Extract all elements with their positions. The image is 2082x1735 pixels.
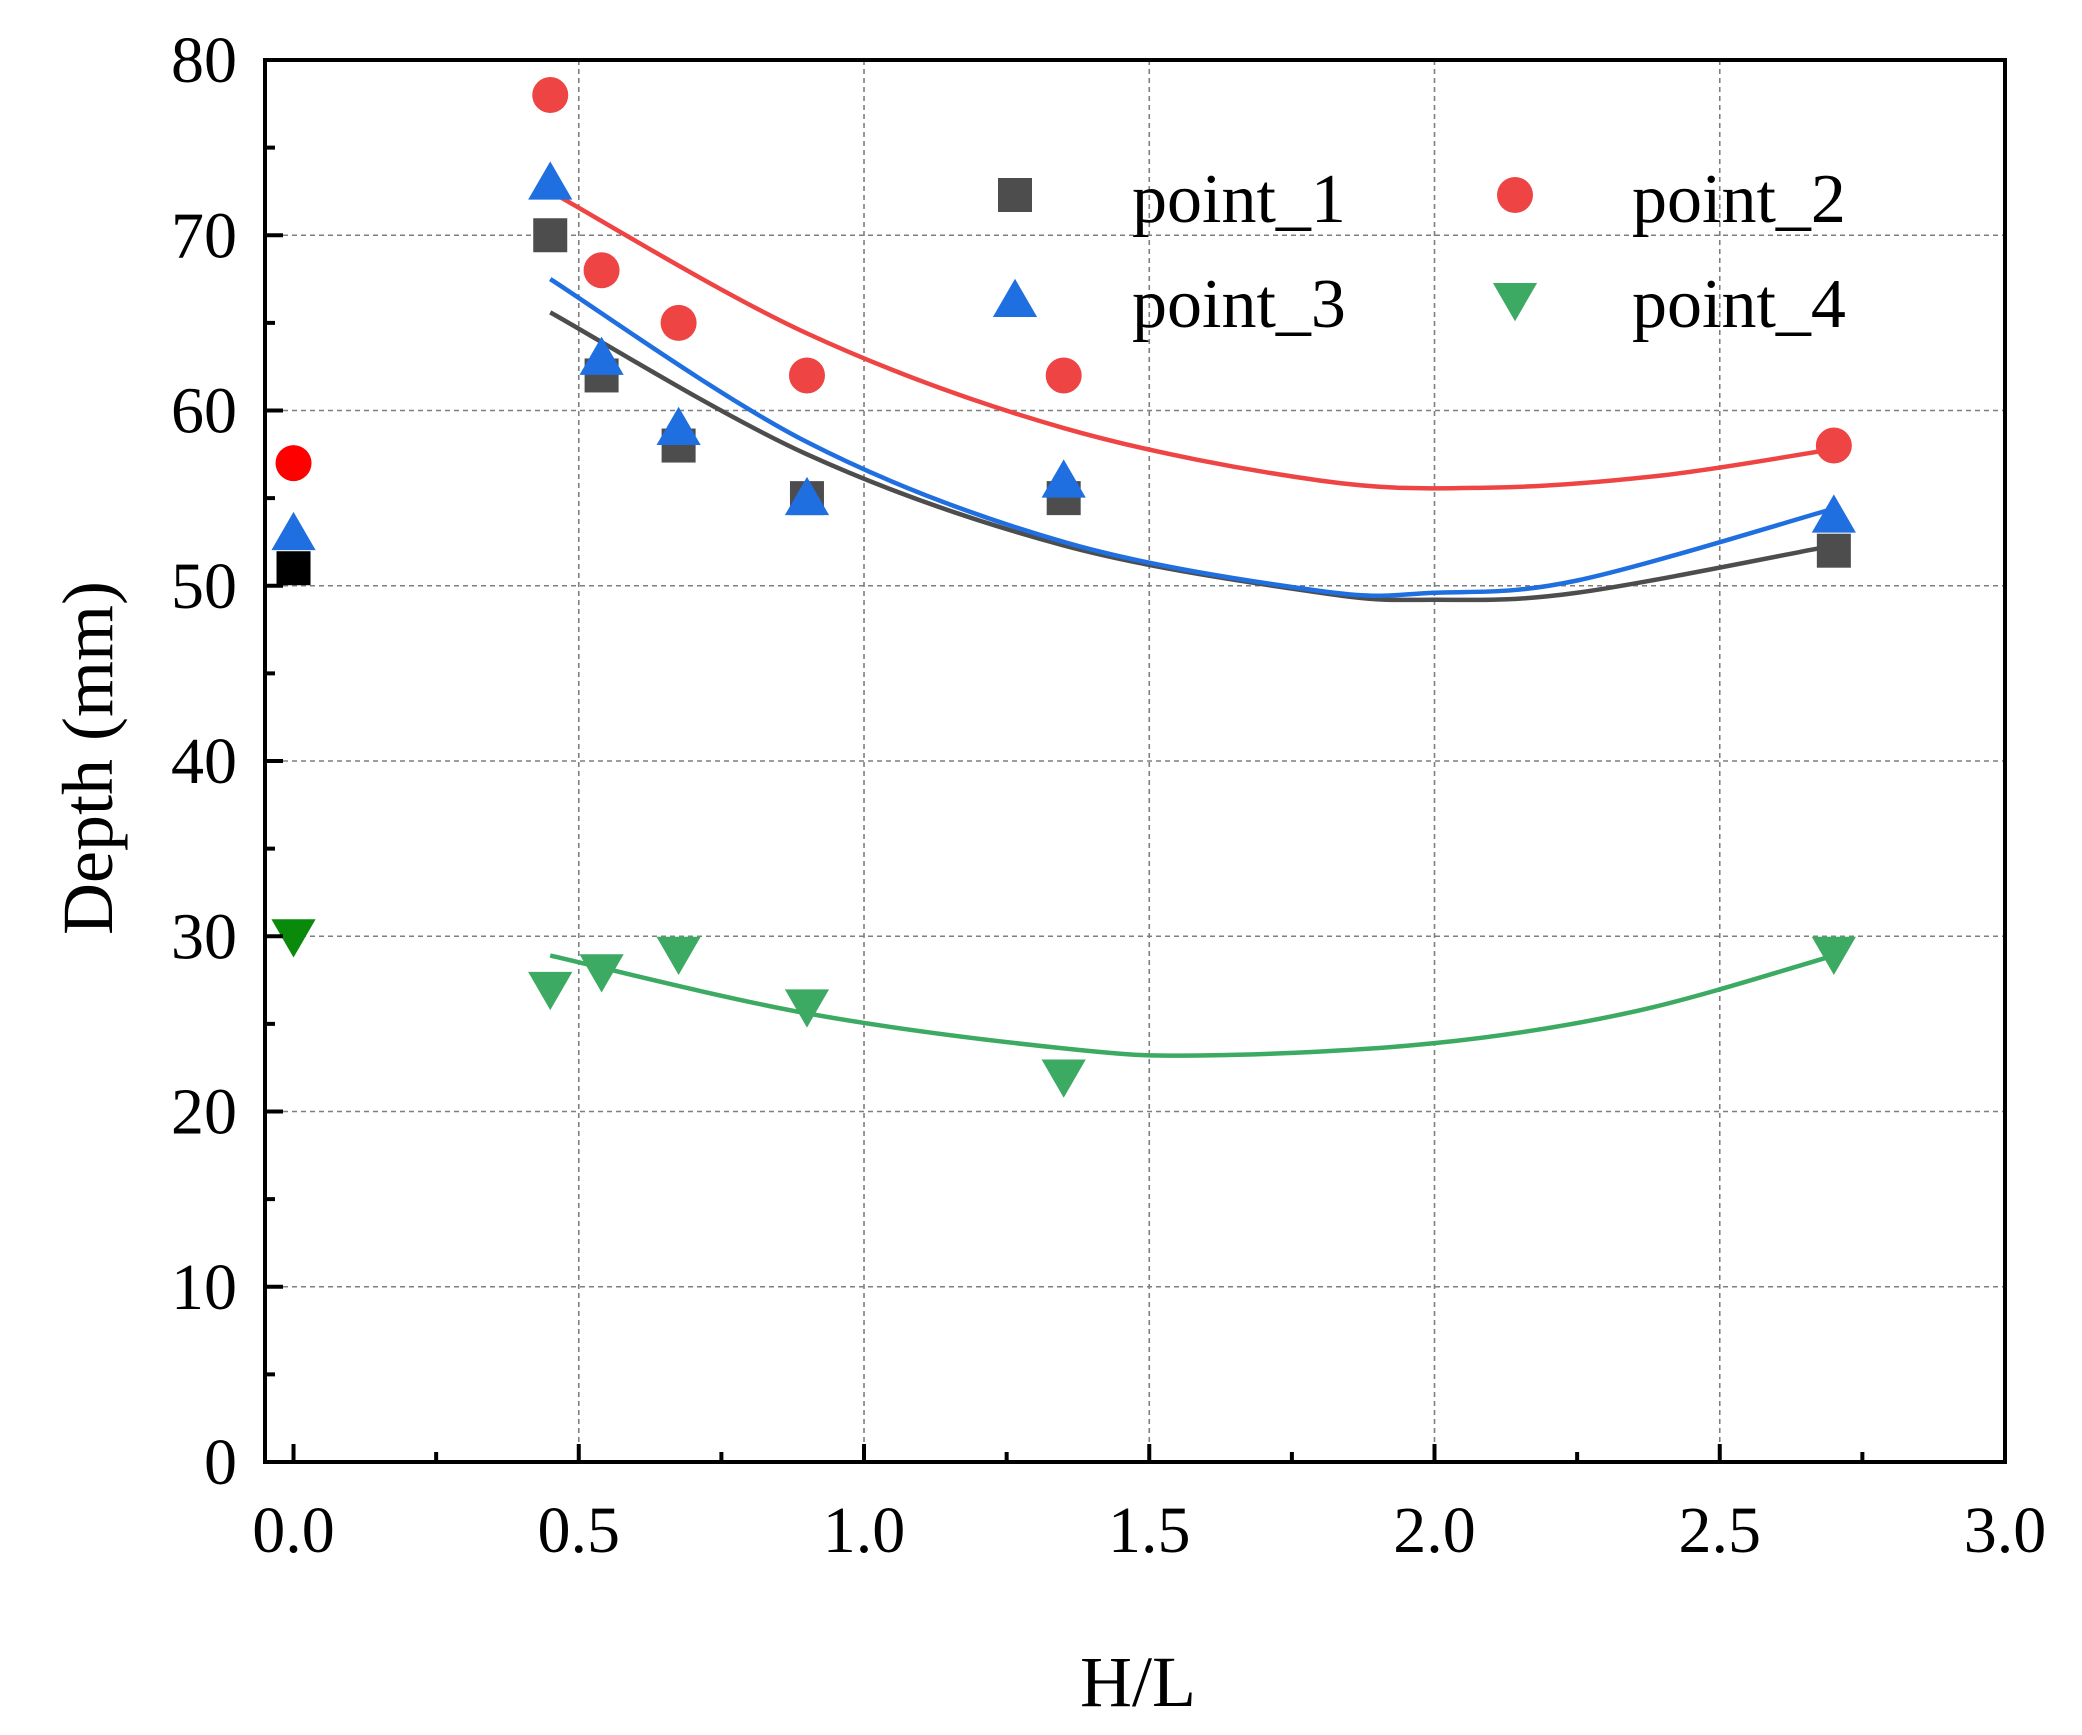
point_4-data-point	[1811, 936, 1856, 976]
x-tick-label: 2.0	[1393, 1494, 1476, 1567]
legend-marker-point_1	[998, 178, 1032, 212]
y-tick-label: 50	[171, 550, 237, 623]
legend-marker-point_2	[1497, 177, 1533, 213]
x-tick-label: 3.0	[1964, 1494, 2047, 1567]
y-tick-label: 10	[171, 1251, 237, 1324]
point_4-data-point	[528, 971, 573, 1011]
point_4-data-point	[656, 936, 701, 976]
x-tick-label: 0.0	[252, 1494, 335, 1567]
point_3-data-point	[1041, 459, 1086, 498]
legend-label-point_3: point_3	[1132, 266, 1346, 343]
x-tick-label: 1.5	[1108, 1494, 1191, 1567]
x-axis-title: H/L	[1080, 1642, 1196, 1722]
point_1-data-point	[276, 551, 311, 586]
y-tick-label: 70	[171, 199, 237, 272]
point_2-data-point	[275, 445, 312, 482]
legend-label-point_1: point_1	[1132, 161, 1346, 238]
point_2-data-point	[1045, 357, 1082, 394]
point_2-data-point	[788, 357, 825, 394]
y-tick-label: 30	[171, 900, 237, 973]
point_2-fit-curve	[549, 189, 1835, 491]
y-tick-label: 40	[171, 725, 237, 798]
point_2-data-point	[1815, 427, 1852, 464]
x-tick-label: 2.5	[1679, 1494, 1762, 1567]
point_3-data-point	[1811, 494, 1856, 533]
x-tick-label: 0.5	[538, 1494, 621, 1567]
fit-curves	[549, 189, 1835, 1058]
axes: 0.0 0.5 1.0 1.5 2.0 2.5 3.0 0 10 20 30 40 50 60 70 80	[171, 24, 2046, 1567]
point_4-data-point	[271, 919, 316, 958]
plot-frame	[263, 58, 2007, 1464]
y-axis-title: Depth (mm)	[48, 581, 128, 935]
legend-marker-point_3	[992, 278, 1038, 317]
point_3-fit-curve	[549, 277, 1835, 599]
point_1-data-point	[1816, 533, 1851, 568]
point_3-data-point	[656, 406, 701, 446]
point_2-data-point	[532, 77, 569, 114]
y-tick-label: 0	[204, 1426, 237, 1499]
x-tick-label: 1.0	[823, 1494, 906, 1567]
point_3-data-point	[271, 511, 316, 551]
point_3-data-point	[579, 336, 624, 375]
y-tick-label: 80	[171, 24, 237, 97]
legend: point_1 point_2 point_3 point_4	[992, 161, 1846, 343]
point_3-data-point	[528, 161, 573, 200]
point_3-data-point	[784, 476, 830, 516]
point_2-data-point	[583, 252, 620, 289]
point_1-data-point	[533, 218, 568, 253]
point_4-data-point	[784, 989, 830, 1028]
point_2-data-point	[660, 304, 697, 341]
y-tick-label: 20	[171, 1076, 237, 1149]
data-points	[271, 77, 1856, 1098]
legend-label-point_2: point_2	[1632, 161, 1846, 238]
point_4-fit-curve	[549, 953, 1835, 1058]
y-tick-label: 60	[171, 375, 237, 448]
legend-marker-point_4	[1492, 283, 1538, 322]
point_4-data-point	[1041, 1059, 1086, 1098]
legend-label-point_4: point_4	[1632, 266, 1846, 343]
point_4-data-point	[579, 954, 624, 993]
